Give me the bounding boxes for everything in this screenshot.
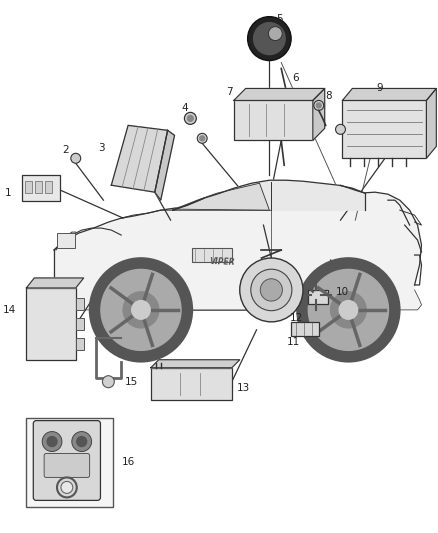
Circle shape — [268, 27, 282, 41]
Text: 13: 13 — [237, 383, 251, 393]
Circle shape — [254, 22, 285, 54]
Text: 9: 9 — [377, 84, 383, 93]
Bar — [76, 318, 84, 330]
Text: 14: 14 — [3, 305, 17, 315]
Circle shape — [336, 124, 346, 134]
Circle shape — [251, 269, 292, 311]
Circle shape — [102, 376, 114, 387]
Circle shape — [132, 301, 150, 319]
Text: 12: 12 — [290, 313, 303, 323]
Text: 3: 3 — [98, 143, 105, 154]
Bar — [308, 290, 328, 304]
FancyBboxPatch shape — [33, 421, 100, 500]
Bar — [26, 288, 76, 360]
Text: 16: 16 — [121, 457, 135, 467]
Bar — [45, 181, 52, 193]
Polygon shape — [54, 192, 421, 310]
Text: 2: 2 — [63, 146, 69, 155]
Circle shape — [330, 292, 366, 328]
Text: 10: 10 — [336, 287, 349, 297]
Polygon shape — [173, 180, 365, 210]
Text: 4: 4 — [181, 103, 188, 114]
Polygon shape — [26, 278, 84, 288]
Circle shape — [42, 432, 62, 451]
Bar — [76, 298, 84, 310]
Polygon shape — [313, 88, 325, 140]
Text: VIPER: VIPER — [209, 257, 235, 267]
Bar — [35, 181, 42, 193]
Polygon shape — [155, 131, 175, 200]
Bar — [76, 338, 84, 350]
Text: 7: 7 — [226, 87, 233, 98]
Polygon shape — [151, 360, 240, 368]
Bar — [57, 233, 75, 248]
Circle shape — [71, 154, 81, 163]
Bar — [26, 417, 113, 507]
Text: 11: 11 — [286, 337, 300, 347]
Bar — [291, 322, 319, 336]
Bar — [151, 368, 232, 400]
Bar — [25, 181, 32, 193]
Circle shape — [297, 258, 400, 362]
Circle shape — [47, 437, 57, 447]
Circle shape — [260, 279, 283, 301]
Circle shape — [77, 437, 87, 447]
Circle shape — [90, 258, 192, 362]
Circle shape — [61, 481, 73, 494]
Polygon shape — [427, 88, 436, 158]
Circle shape — [314, 100, 324, 110]
Circle shape — [184, 112, 196, 124]
Circle shape — [187, 116, 193, 122]
Text: 1: 1 — [5, 188, 11, 198]
Circle shape — [101, 270, 181, 350]
Circle shape — [240, 258, 303, 322]
Circle shape — [339, 301, 358, 319]
Bar — [343, 100, 427, 158]
Text: 6: 6 — [293, 74, 299, 84]
Circle shape — [200, 136, 205, 141]
FancyBboxPatch shape — [44, 454, 90, 478]
Circle shape — [247, 17, 291, 61]
Circle shape — [197, 133, 207, 143]
Polygon shape — [111, 125, 168, 192]
Polygon shape — [234, 88, 325, 100]
Circle shape — [72, 432, 92, 451]
Polygon shape — [175, 183, 269, 210]
Text: 15: 15 — [124, 377, 138, 387]
Bar — [22, 175, 60, 201]
Bar — [234, 100, 313, 140]
Circle shape — [316, 103, 321, 108]
Text: 5: 5 — [276, 14, 283, 23]
Circle shape — [308, 270, 389, 350]
Text: 8: 8 — [325, 92, 332, 101]
Circle shape — [123, 292, 159, 328]
Bar — [192, 248, 232, 262]
Polygon shape — [343, 88, 436, 100]
